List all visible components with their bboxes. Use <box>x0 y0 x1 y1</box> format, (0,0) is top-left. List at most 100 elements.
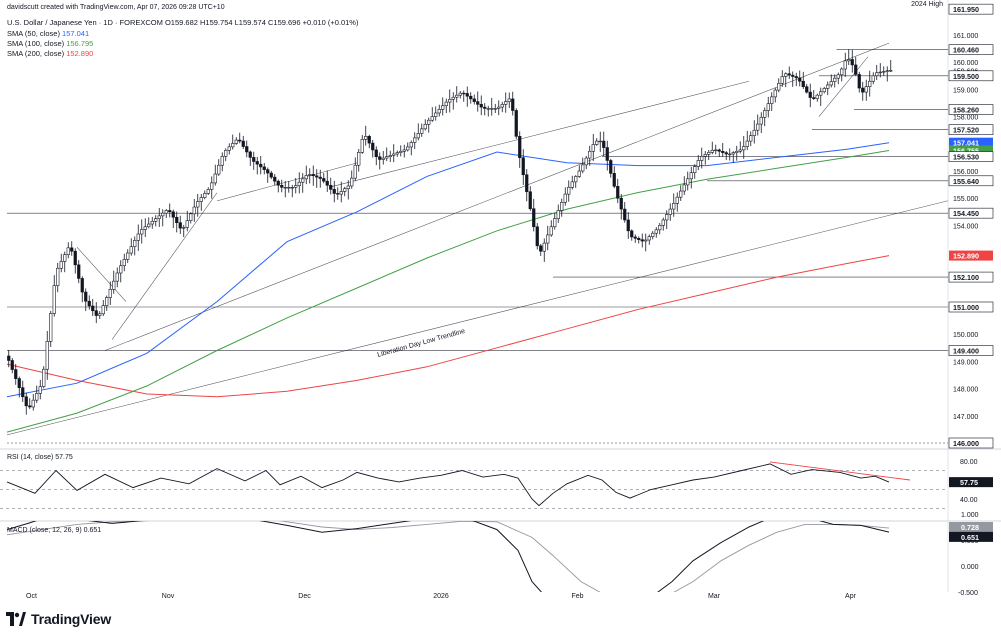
candle-body <box>154 218 158 222</box>
macd-signal-line <box>6 521 890 592</box>
candle-body <box>192 206 196 215</box>
candle-body <box>637 238 641 240</box>
candle-body <box>364 136 368 140</box>
candle-body <box>868 80 872 87</box>
candle-body <box>728 153 732 156</box>
candle-body <box>129 246 133 254</box>
price-marker-box <box>949 250 993 261</box>
candle-body <box>14 369 18 379</box>
candle-body <box>322 178 326 182</box>
candle-body <box>203 193 207 198</box>
price-marker-box <box>948 151 994 162</box>
candle-body <box>791 74 795 77</box>
rsi-divergence-line <box>769 461 911 481</box>
candle-body <box>357 152 361 166</box>
candle-body <box>262 166 266 170</box>
candle-body <box>290 187 294 189</box>
candle-body <box>518 136 522 159</box>
price-marker-box <box>949 137 993 148</box>
price-marker-label: 152.100 <box>953 273 979 282</box>
candle-body <box>630 230 634 238</box>
candle-body <box>147 223 151 228</box>
candle-body <box>612 173 616 187</box>
candle-body <box>161 212 165 217</box>
tradingview-logo[interactable]: TradingView <box>6 611 111 627</box>
candle-body <box>549 226 553 236</box>
candle-body <box>84 291 88 302</box>
sma100-label: SMA (100, close) <box>7 39 65 48</box>
candle-body <box>840 68 844 76</box>
price-tick-label: 147.000 <box>953 414 978 421</box>
time-tick-label: Feb <box>571 593 583 600</box>
candle-body <box>315 175 319 178</box>
candle-body <box>581 164 585 172</box>
candle-body <box>336 193 340 195</box>
candle-body <box>374 149 378 158</box>
candle-body <box>500 104 504 108</box>
candle-body <box>717 149 721 152</box>
symbol-ohlc-line: U.S. Dollar / Japanese Yen · 1D · FOREXC… <box>7 18 359 27</box>
candle-body <box>255 161 259 165</box>
candle-body <box>847 59 851 62</box>
candle-body <box>602 140 606 148</box>
candle-body <box>448 98 452 103</box>
candle-body <box>409 142 413 148</box>
candle-body <box>332 189 336 194</box>
candle-body <box>476 101 480 105</box>
price-tick-label: 155.000 <box>953 196 978 203</box>
candle-body <box>10 360 14 370</box>
candle-body <box>217 164 221 175</box>
candle-body <box>420 128 424 134</box>
candle-body <box>434 112 438 117</box>
candle-body <box>283 187 287 189</box>
price-marker-label: 152.890 <box>953 252 979 261</box>
candle-body <box>675 196 679 204</box>
candle-body <box>115 272 119 282</box>
sma100-line <box>6 150 890 433</box>
sma200-value: 152.890 <box>66 49 94 58</box>
candle-body <box>273 176 277 182</box>
candle-body <box>196 201 200 208</box>
candle-body <box>122 259 126 267</box>
candle-body <box>836 74 840 79</box>
candle-body <box>532 208 536 228</box>
candle-body <box>560 201 564 211</box>
candle-body <box>189 213 193 221</box>
candle-body <box>126 252 130 260</box>
candle-body <box>98 313 102 316</box>
candle-body <box>812 97 816 99</box>
candle-body <box>770 96 774 104</box>
time-axis: Oct Nov Dec 2026 Feb Mar Apr <box>26 593 857 600</box>
sma200-legend[interactable]: SMA (200, close) 152.890 <box>7 49 93 58</box>
price-marker-box <box>948 437 994 449</box>
candle-body <box>850 59 854 66</box>
candle-body <box>388 155 392 158</box>
candle-body <box>801 80 805 87</box>
candle-body <box>682 184 686 192</box>
candle-body <box>658 225 662 231</box>
price-marker-label: 151.000 <box>953 303 979 312</box>
candle-body <box>546 234 550 244</box>
candle-body <box>507 98 511 102</box>
candle-body <box>276 180 280 186</box>
candle-body <box>164 210 168 214</box>
candle-body <box>787 73 791 76</box>
candle-body <box>584 157 588 166</box>
candle-body <box>654 229 658 234</box>
candle-body <box>66 247 70 255</box>
price-marker-label: 155.640 <box>953 177 979 186</box>
sma50-legend[interactable]: SMA (50, close) 157.041 <box>7 29 89 38</box>
candle-body <box>542 242 546 252</box>
price-tick-label: 161.000 <box>953 33 978 40</box>
sma100-legend[interactable]: SMA (100, close) 156.795 <box>7 39 93 48</box>
rsi-tick-label: 80.00 <box>960 459 978 466</box>
candle-body <box>780 76 784 84</box>
candle-body <box>826 84 830 89</box>
candle-body <box>497 106 501 109</box>
price-marker-box <box>949 145 993 156</box>
candle-body <box>672 203 676 210</box>
candle-body <box>427 119 431 125</box>
candle-body <box>808 91 812 98</box>
candle-body <box>73 250 77 266</box>
